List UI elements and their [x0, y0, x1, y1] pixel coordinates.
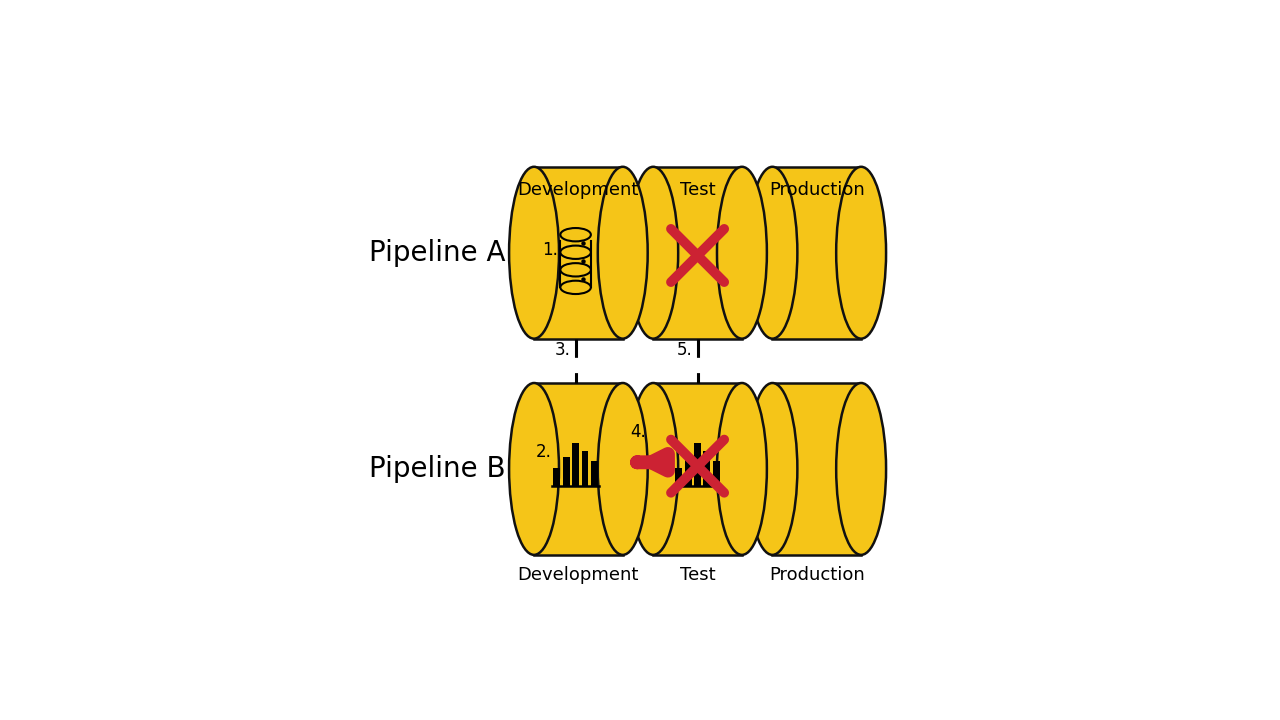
Ellipse shape — [717, 383, 767, 555]
Text: Test: Test — [680, 181, 716, 199]
Ellipse shape — [598, 383, 648, 555]
Ellipse shape — [561, 228, 591, 241]
Bar — [772, 167, 861, 338]
Ellipse shape — [561, 246, 591, 259]
Ellipse shape — [628, 383, 678, 555]
Bar — [572, 444, 579, 486]
Text: 4.: 4. — [630, 423, 646, 441]
Bar — [685, 457, 691, 486]
Bar — [534, 167, 623, 338]
Text: Production: Production — [769, 566, 865, 584]
Ellipse shape — [598, 167, 648, 338]
Text: Production: Production — [769, 181, 865, 199]
Ellipse shape — [836, 383, 886, 555]
Bar — [704, 451, 710, 486]
Bar — [694, 444, 701, 486]
Ellipse shape — [561, 281, 591, 294]
Bar — [653, 167, 742, 338]
Ellipse shape — [509, 167, 559, 338]
Ellipse shape — [748, 167, 797, 338]
Text: Pipeline A: Pipeline A — [369, 239, 506, 266]
Bar — [553, 468, 561, 486]
Text: Pipeline B: Pipeline B — [369, 455, 506, 483]
Bar — [591, 462, 598, 486]
Text: Development: Development — [517, 181, 639, 199]
Text: 5.: 5. — [676, 341, 692, 359]
Bar — [581, 451, 589, 486]
Bar — [653, 383, 742, 555]
Text: Test: Test — [680, 566, 716, 584]
Ellipse shape — [748, 383, 797, 555]
Bar — [772, 383, 861, 555]
Ellipse shape — [561, 263, 591, 276]
Bar — [713, 462, 719, 486]
Text: Development: Development — [517, 566, 639, 584]
Text: 3.: 3. — [554, 341, 570, 359]
Ellipse shape — [628, 167, 678, 338]
Bar — [563, 457, 570, 486]
Ellipse shape — [717, 167, 767, 338]
Text: 2.: 2. — [536, 444, 552, 462]
Ellipse shape — [836, 167, 886, 338]
Bar — [676, 468, 682, 486]
Text: 1.: 1. — [541, 241, 558, 259]
Ellipse shape — [509, 383, 559, 555]
Bar — [534, 383, 623, 555]
